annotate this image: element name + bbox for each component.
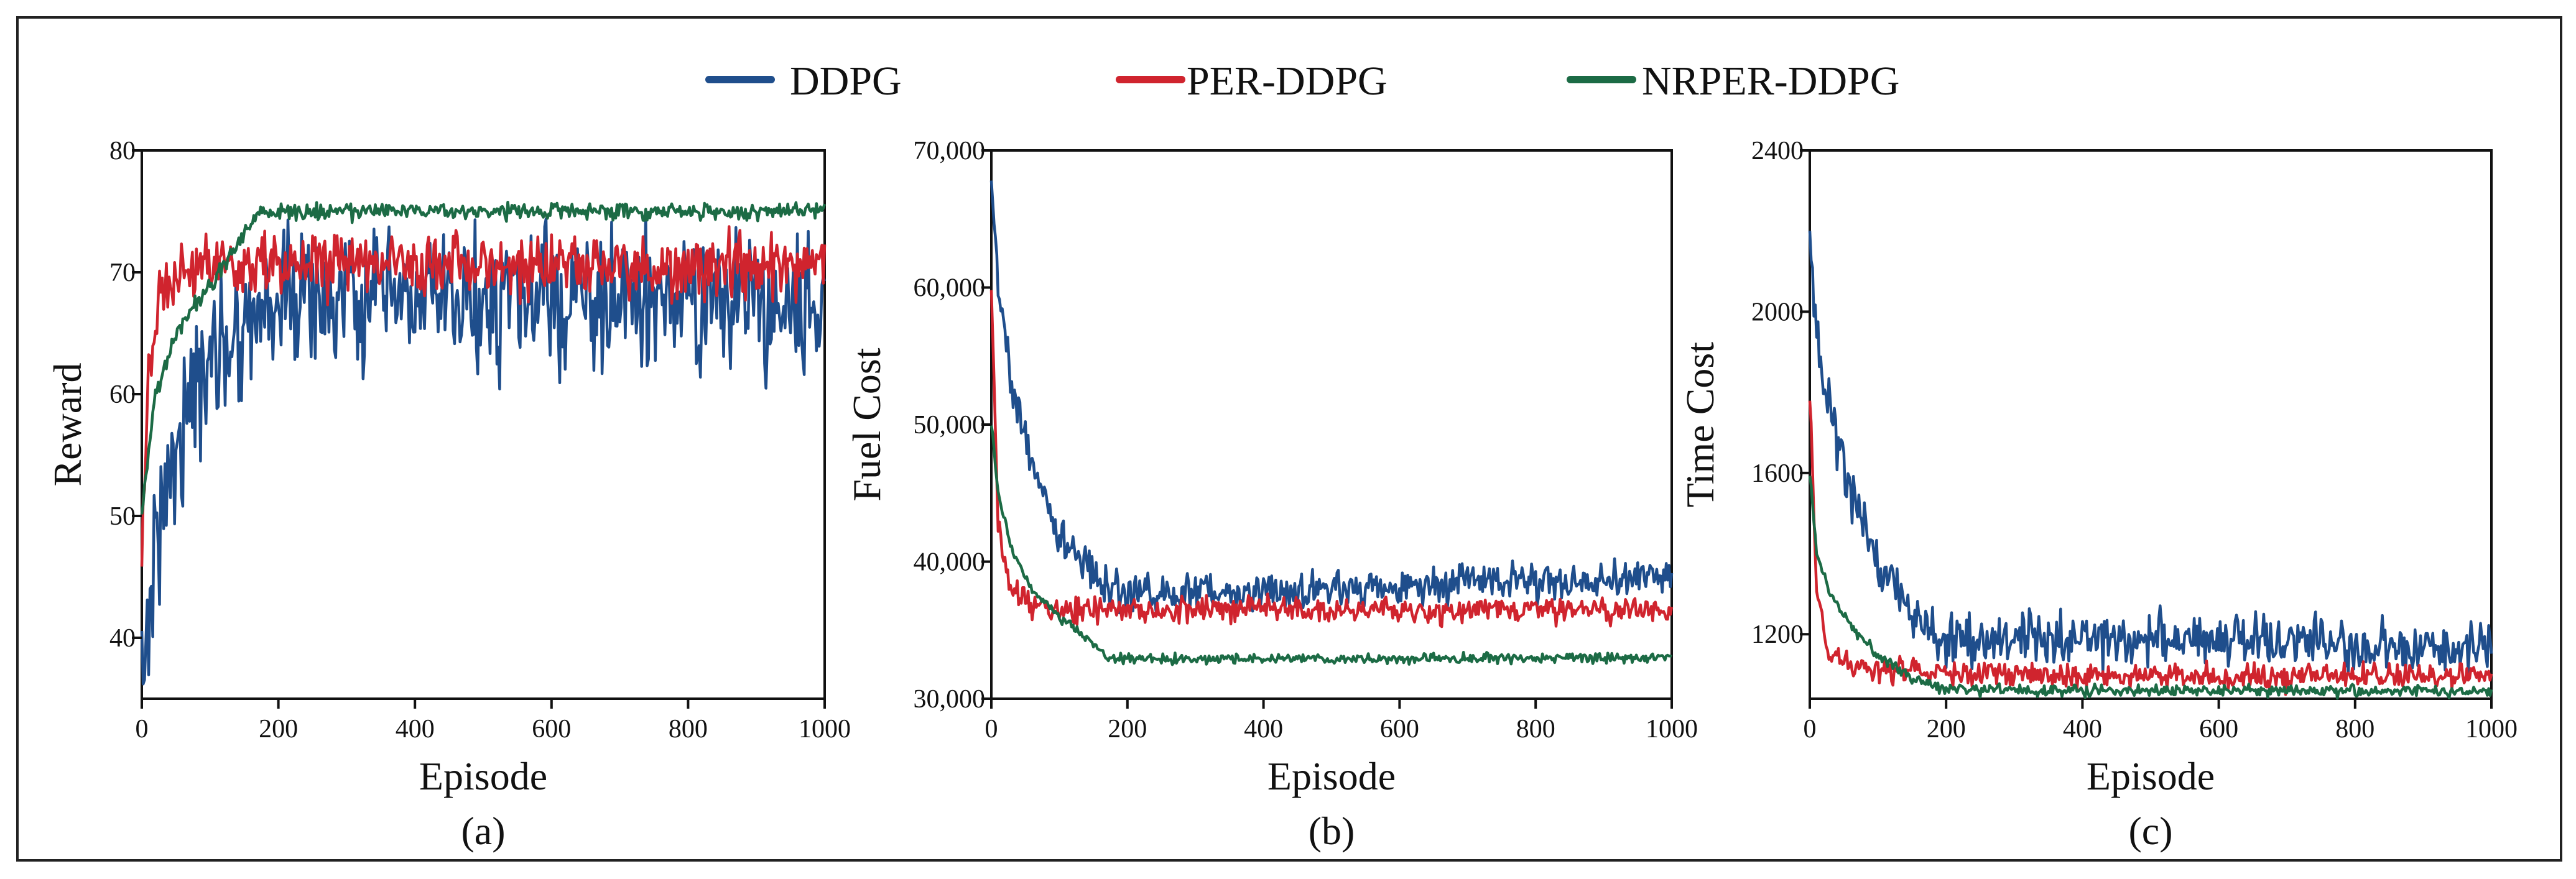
series-line-ddpg-b <box>989 180 1674 615</box>
panel-b: 0 200 400 600 800 1000 30,000 40,000 50,000 60,0… <box>845 137 1698 853</box>
series-group-c <box>1808 231 2493 700</box>
y-tick-label-b: 60,000 <box>914 274 986 303</box>
y-tick-label-b: 70,000 <box>914 137 986 165</box>
legend-label-per-ddpg: PER-DDPG <box>1187 58 1388 104</box>
y-tick-label-b: 40,000 <box>914 548 986 577</box>
legend-entry-per-ddpg: PER-DDPG <box>1116 58 1388 104</box>
y-tick-label-a: 40 <box>109 624 136 653</box>
caption-c: (c) <box>2128 809 2172 853</box>
x-axis-title-a: Episode <box>419 754 547 798</box>
series-line-nrper-ddpg-b <box>989 425 1672 666</box>
series-line-per-ddpg-a <box>140 225 827 567</box>
x-axis-title-b: Episode <box>1267 754 1396 798</box>
x-axis-title-c: Episode <box>2087 754 2215 798</box>
plot-area-c <box>1809 149 2493 700</box>
x-tick-label-a: 800 <box>669 715 708 743</box>
series-group-b <box>989 180 1674 666</box>
x-tick-label-a: 400 <box>396 715 435 743</box>
y-tick-label-c: 2400 <box>1751 137 1804 165</box>
x-tick-label-a: 600 <box>532 715 571 743</box>
series-line-per-ddpg-b <box>989 290 1674 628</box>
caption-a: (a) <box>461 809 505 853</box>
legend: DDPG PER-DDPG NRPER-DDPG <box>705 58 1899 104</box>
series-line-nrper-ddpg-a <box>140 200 827 515</box>
series-line-per-ddpg-c <box>1808 400 2493 696</box>
x-tick-label-b: 600 <box>1380 715 1419 743</box>
x-tick-label-c: 200 <box>1927 715 1966 743</box>
y-ticks-c: 1200 1600 2000 2400 <box>1751 137 1810 649</box>
x-tick-label-b: 200 <box>1108 715 1147 743</box>
legend-entry-nrper-ddpg: NRPER-DDPG <box>1567 58 1899 104</box>
legend-entry-ddpg: DDPG <box>705 58 902 104</box>
legend-label-nrper-ddpg: NRPER-DDPG <box>1642 58 1899 104</box>
y-tick-label-b: 50,000 <box>914 411 986 440</box>
caption-b: (b) <box>1309 809 1355 853</box>
y-tick-label-a: 70 <box>109 259 136 287</box>
series-line-nrper-ddpg-c <box>1808 476 2493 700</box>
figure-border <box>16 16 2562 862</box>
y-tick-label-a: 80 <box>109 137 136 165</box>
x-tick-label-b: 0 <box>985 715 998 743</box>
x-ticks-b: 0 200 400 600 800 1000 <box>985 699 1698 743</box>
y-ticks-a: 40 50 60 70 80 <box>109 137 142 653</box>
y-ticks-b: 30,000 40,000 50,000 60,000 70,000 <box>914 137 991 714</box>
y-tick-label-a: 50 <box>109 502 136 531</box>
x-ticks-a: 0 200 400 600 800 1000 <box>136 699 851 743</box>
y-axis-title-c: Time Cost <box>1678 342 1722 507</box>
series-line-ddpg-a <box>140 213 827 686</box>
series-line-ddpg-c <box>1808 231 2493 678</box>
y-tick-label-c: 1200 <box>1751 620 1804 649</box>
x-tick-label-b: 800 <box>1516 715 1555 743</box>
y-tick-label-c: 2000 <box>1751 298 1804 326</box>
x-tick-label-b: 1000 <box>1646 715 1698 743</box>
plot-area-a <box>141 149 826 700</box>
x-tick-label-c: 0 <box>1804 715 1817 743</box>
x-tick-label-b: 400 <box>1244 715 1283 743</box>
y-tick-label-c: 1600 <box>1751 459 1804 488</box>
x-tick-label-a: 0 <box>136 715 149 743</box>
x-tick-label-c: 800 <box>2335 715 2374 743</box>
x-tick-label-c: 400 <box>2063 715 2102 743</box>
panel-a: 0 200 400 600 800 1000 40 50 60 70 80 Episode Rew… <box>45 137 851 853</box>
y-tick-label-a: 60 <box>109 380 136 409</box>
x-tick-label-c: 600 <box>2199 715 2238 743</box>
x-tick-label-c: 1000 <box>2465 715 2518 743</box>
y-tick-label-b: 30,000 <box>914 685 986 714</box>
y-axis-title-b: Fuel Cost <box>845 347 889 501</box>
y-axis-title-a: Reward <box>45 362 90 486</box>
x-ticks-c: 0 200 400 600 800 1000 <box>1804 699 2518 743</box>
legend-label-ddpg: DDPG <box>790 58 902 104</box>
x-tick-label-a: 1000 <box>799 715 851 743</box>
panel-c: 0 200 400 600 800 1000 1200 1600 2000 2400 Episo… <box>1678 137 2518 853</box>
x-tick-label-a: 200 <box>259 715 298 743</box>
series-group-a <box>140 200 827 686</box>
